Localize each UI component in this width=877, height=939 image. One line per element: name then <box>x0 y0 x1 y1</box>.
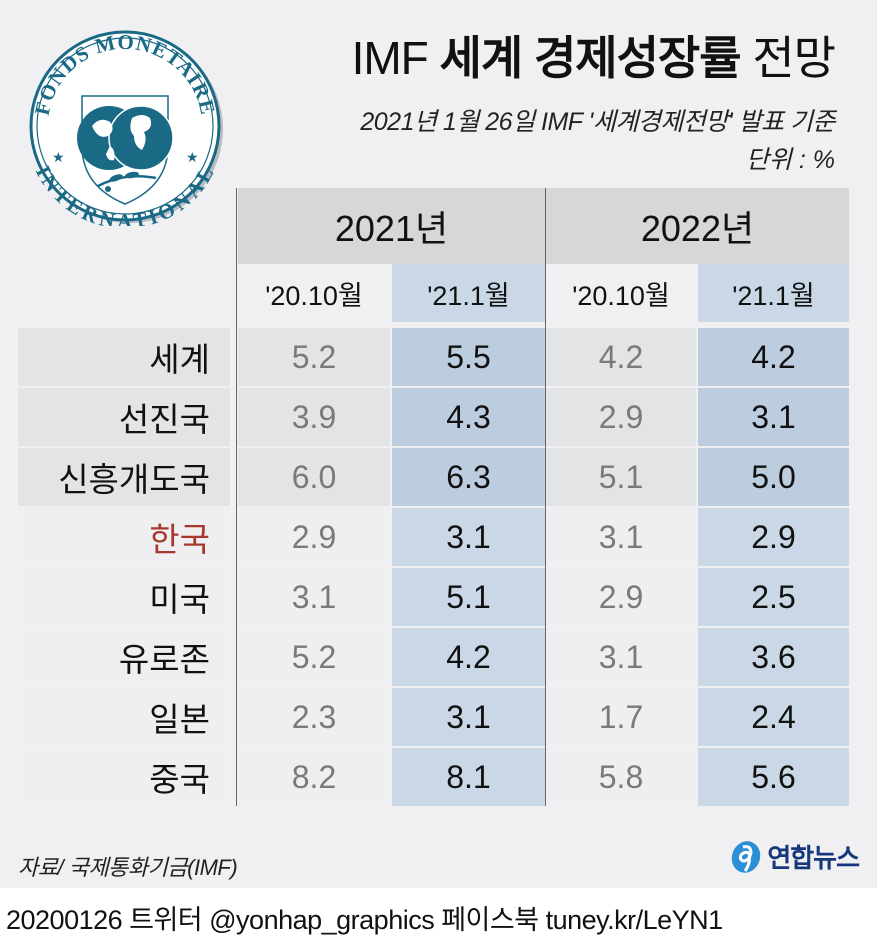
row-label: 유로존 <box>18 628 230 686</box>
row-label: 미국 <box>18 568 230 626</box>
yonhap-logo-icon <box>732 840 761 873</box>
imf-logo-icon: FONDS MONETAIRE INTERNATIONAL ★ ★ <box>29 30 223 226</box>
value-2022-jan: 2.5 <box>698 568 849 626</box>
value-2021-jan: 4.2 <box>392 628 545 686</box>
value-2022-jan: 3.6 <box>698 628 849 686</box>
subheader-2022-oct: '20.10월 <box>546 264 696 322</box>
value-2021-oct: 8.2 <box>238 748 390 806</box>
value-2021-jan: 3.1 <box>392 508 545 566</box>
row-label: 신흥개도국 <box>18 448 230 506</box>
yonhap-brand: 연합뉴스 <box>729 838 860 875</box>
value-2022-oct: 2.9 <box>546 568 696 626</box>
value-2021-oct: 2.9 <box>238 508 390 566</box>
year-header-2022: 2022년 <box>546 188 849 264</box>
value-2021-jan: 5.1 <box>392 568 545 626</box>
value-2022-jan: 2.4 <box>698 688 849 746</box>
value-2021-jan: 8.1 <box>392 748 545 806</box>
title-prefix: IMF <box>351 32 429 84</box>
value-2022-oct: 3.1 <box>546 628 696 686</box>
value-2022-oct: 4.2 <box>546 328 696 386</box>
value-2021-oct: 3.1 <box>238 568 390 626</box>
value-2022-oct: 5.8 <box>546 748 696 806</box>
subheader-2022-jan: '21.1월 <box>698 264 849 322</box>
yonhap-brand-text: 연합뉴스 <box>767 843 860 873</box>
title-suffix: 전망 <box>752 32 836 84</box>
value-2022-oct: 5.1 <box>546 448 696 506</box>
row-label: 중국 <box>18 748 230 806</box>
value-2021-oct: 2.3 <box>238 688 390 746</box>
value-2022-oct: 2.9 <box>546 388 696 446</box>
column-divider <box>236 188 237 806</box>
row-label: 세계 <box>18 328 230 386</box>
unit-label: 단위 : % <box>745 146 835 174</box>
credits-line: 20200126 트위터 @yonhap_graphics 페이스북 tuney… <box>6 905 723 935</box>
value-2021-oct: 3.9 <box>238 388 390 446</box>
value-2021-jan: 5.5 <box>392 328 545 386</box>
row-label: 일본 <box>18 688 230 746</box>
chart-title: IMF 세계 경제성장률 전망 <box>351 22 836 88</box>
value-2021-oct: 5.2 <box>238 328 390 386</box>
value-2022-jan: 4.2 <box>698 328 849 386</box>
value-2022-jan: 5.0 <box>698 448 849 506</box>
svg-text:★: ★ <box>186 149 199 165</box>
subheader-2021-oct: '20.10월 <box>238 264 390 322</box>
year-header-2021: 2021년 <box>238 188 545 264</box>
chart-subtitle: 2021년 1월 26일 IMF '세계경제전망' 발표 기준 <box>360 108 835 136</box>
source-note: 자료/ 국제통화기금(IMF) <box>18 855 238 880</box>
value-2022-jan: 2.9 <box>698 508 849 566</box>
value-2021-jan: 3.1 <box>392 688 545 746</box>
svg-text:★: ★ <box>52 149 65 165</box>
title-bold: 세계 경제성장률 <box>439 32 742 84</box>
infographic-panel: FONDS MONETAIRE INTERNATIONAL ★ ★ IMF 세계… <box>0 0 877 888</box>
value-2022-oct: 3.1 <box>546 508 696 566</box>
value-2021-jan: 4.3 <box>392 388 545 446</box>
subheader-2021-jan: '21.1월 <box>392 264 545 322</box>
value-2021-jan: 6.3 <box>392 448 545 506</box>
value-2022-jan: 3.1 <box>698 388 849 446</box>
column-divider <box>545 188 546 806</box>
row-label-highlight: 한국 <box>18 508 230 566</box>
row-label: 선진국 <box>18 388 230 446</box>
value-2021-oct: 5.2 <box>238 628 390 686</box>
value-2022-jan: 5.6 <box>698 748 849 806</box>
value-2021-oct: 6.0 <box>238 448 390 506</box>
value-2022-oct: 1.7 <box>546 688 696 746</box>
